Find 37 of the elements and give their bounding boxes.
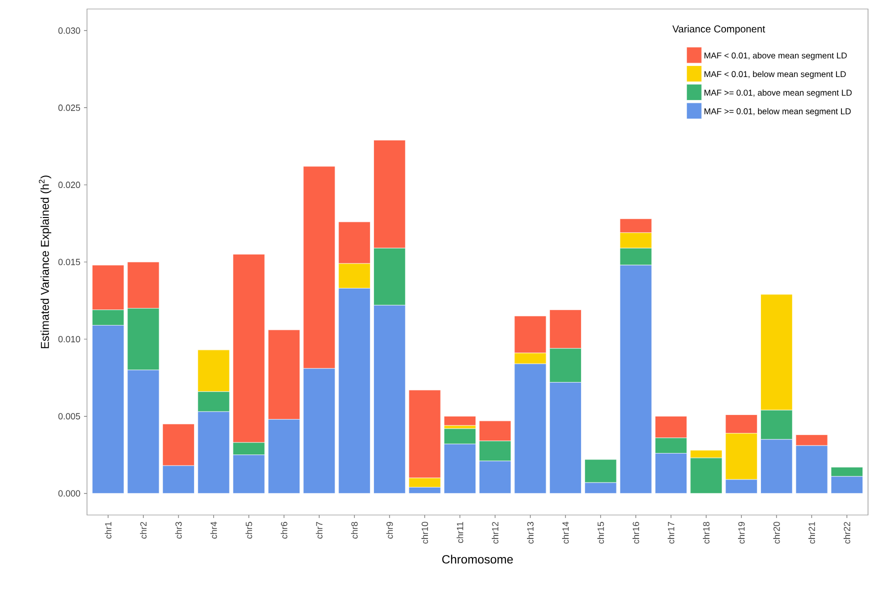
x-tick-label: chr16 [632,522,640,544]
x-tick-label: chr4 [210,522,217,539]
legend-label: MAF >= 0.01, below mean segment LD [704,108,851,116]
x-tick-label: chr12 [492,522,498,544]
x-tick-label: chr9 [386,522,393,539]
x-tick-label: chr17 [668,522,674,544]
legend-label: MAF >= 0.01, above mean segment LD [704,89,852,98]
legend-label: MAF < 0.01, above mean segment LD [704,52,847,60]
y-tick-label: 0.030 [58,27,80,34]
y-tick-label: 0.025 [58,104,80,111]
bar [444,416,476,426]
y-tick-label: 0.020 [58,182,80,188]
x-tick-label: chr13 [526,522,534,544]
x-tick-label: chr18 [702,522,710,544]
x-tick-label: chr3 [175,522,182,539]
x-tick-label: chr15 [597,522,604,544]
x-tick-label: chr14 [562,522,569,544]
y-tick-label: 0.000 [58,490,80,497]
x-tick-label: chr5 [246,522,252,539]
legend-title: Variance Component [672,25,766,34]
y-tick-label: 0.010 [58,336,80,342]
x-tick-label: chr22 [844,522,850,544]
legend-label: MAF < 0.01, below mean segment LD [704,70,846,79]
y-axis-title: Estimated Variance Explained (h$^{2}$) [38,176,52,348]
x-tick-label: chr8 [351,522,358,539]
x-tick-label: chr2 [140,522,147,539]
x-tick-label: chr20 [773,522,780,544]
x-tick-label: chr19 [738,522,745,544]
x-tick-label: chr6 [280,522,288,539]
x-tick-label: chr21 [808,522,816,544]
x-axis-title: Chromosome [442,554,513,564]
y-tick-label: 0.005 [58,413,80,420]
x-tick-label: chr1 [104,522,112,539]
y-tick-label: 0.015 [58,258,80,266]
x-tick-label: chr7 [316,522,322,539]
x-tick-label: chr11 [456,522,464,543]
x-tick-label: chr10 [421,522,428,544]
